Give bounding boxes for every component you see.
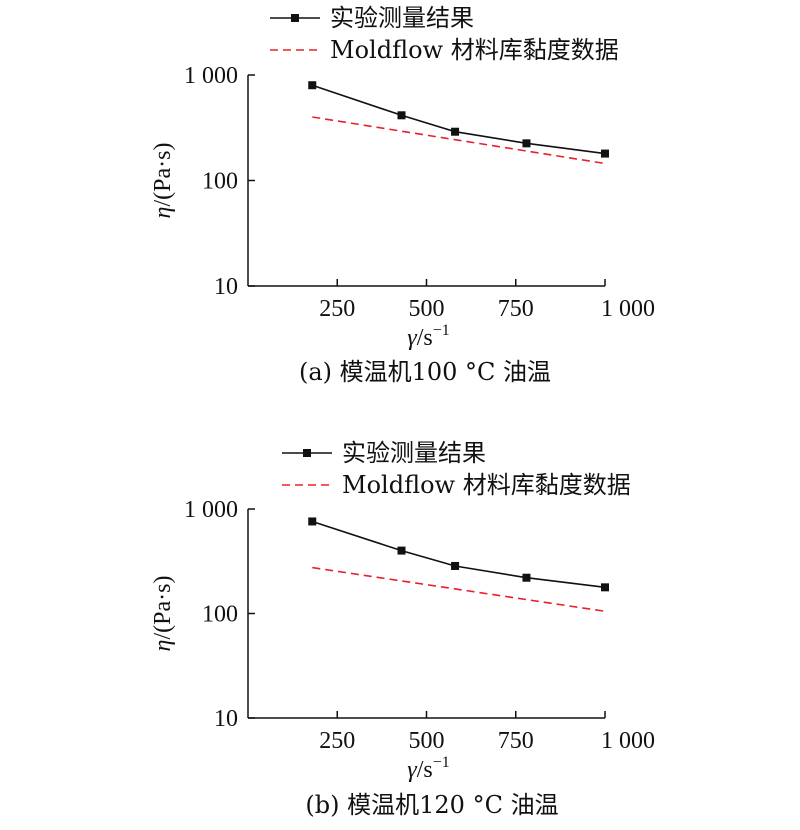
y-tick-label: 10 [214, 274, 238, 300]
data-point-marker [451, 127, 460, 136]
x-axis-label: γ/s−1 [407, 322, 450, 351]
legend-marker [291, 14, 299, 22]
x-axis-exponent: −1 [433, 754, 450, 771]
y-tick-label: 100 [202, 602, 238, 628]
y-axis-symbol: η [150, 640, 176, 652]
x-axis-symbol: γ [407, 325, 417, 351]
x-tick-label: 250 [319, 296, 355, 322]
x-axis-label: γ/s−1 [407, 754, 450, 783]
y-axis-label: η/(Pa·s) [150, 576, 176, 652]
y-axis-unit: /(Pa·s) [150, 143, 176, 207]
y-axis-label: η/(Pa·s) [150, 143, 176, 219]
series-line-moldflow [312, 566, 606, 613]
x-tick-label: 500 [409, 728, 445, 754]
legend: 实验测量结果 Moldflow 材料库黏度数据 [270, 4, 619, 64]
data-point-marker [397, 111, 406, 120]
data-point-marker [308, 81, 317, 90]
x-axis-symbol: γ [407, 757, 417, 783]
data-point-marker [451, 561, 460, 570]
x-axis-unit: /s [417, 757, 433, 783]
y-tick-label: 10 [214, 706, 238, 732]
y-axis-unit: /(Pa·s) [150, 576, 176, 640]
y-tick-label: 1 000 [184, 497, 238, 523]
y-axis-symbol: η [150, 207, 176, 219]
legend-label: Moldflow 材料库黏度数据 [330, 36, 619, 64]
series-line-measured [312, 84, 606, 155]
x-tick-label: 1 000 [601, 296, 655, 322]
legend-label: Moldflow 材料库黏度数据 [342, 471, 631, 499]
data-point-marker [522, 139, 531, 148]
data-point-marker [397, 546, 406, 555]
x-tick-label: 750 [498, 728, 534, 754]
data-point-marker [601, 149, 609, 158]
figure-caption: (a) 模温机100 °C 油温 [299, 358, 551, 386]
x-axis-unit: /s [417, 325, 433, 351]
data-point-marker [522, 573, 531, 582]
x-axis-exponent: −1 [433, 322, 450, 339]
x-tick-label: 500 [409, 296, 445, 322]
data-point-marker [308, 517, 317, 526]
legend-label: 实验测量结果 [330, 4, 474, 32]
data-point-marker [601, 583, 609, 592]
chart-a: 10 100 1 000 250 500 750 1 000 η/(Pa·s) γ/s−1 实验测… [150, 4, 655, 386]
legend: 实验测量结果 Moldflow 材料库黏度数据 [282, 439, 631, 499]
series-line-measured [312, 520, 606, 589]
y-tick-label: 1 000 [184, 63, 238, 89]
x-tick-label: 250 [319, 728, 355, 754]
x-tick-label: 1 000 [601, 728, 655, 754]
x-tick-label: 750 [498, 296, 534, 322]
y-tick-label: 100 [202, 169, 238, 195]
legend-marker [303, 449, 311, 457]
legend-label: 实验测量结果 [342, 439, 486, 467]
figure-caption: (b) 模温机120 °C 油温 [305, 791, 558, 819]
series-line-moldflow [312, 116, 606, 165]
chart-b: 10 100 1 000 250 500 750 1 000 η/(Pa·s) γ/s−1 实验测… [150, 439, 655, 819]
